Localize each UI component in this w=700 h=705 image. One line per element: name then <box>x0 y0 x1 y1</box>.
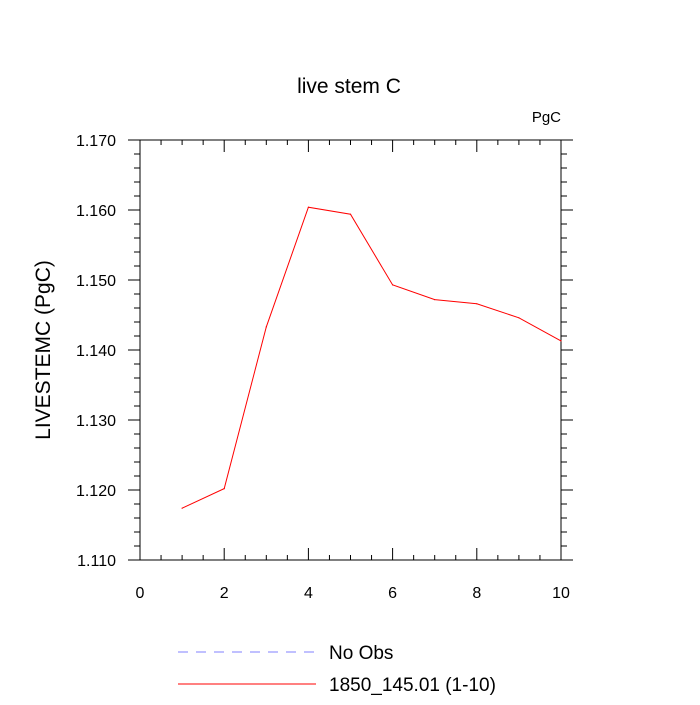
data-point <box>349 213 352 215</box>
y-tick-label: 1.130 <box>76 413 116 430</box>
data-point <box>181 507 183 509</box>
x-tick-label: 4 <box>304 585 313 602</box>
x-tick-label: 10 <box>552 585 570 602</box>
series-line <box>181 206 562 509</box>
data-point <box>476 303 478 305</box>
y-axis-label: LIVESTEMC (PgC) <box>32 260 55 440</box>
x-tick-label: 6 <box>388 585 397 602</box>
data-point <box>434 299 436 301</box>
legend-label: 1850_145.01 (1-10) <box>329 675 496 696</box>
y-tick-label: 1.120 <box>76 483 116 500</box>
data-point <box>307 206 309 208</box>
y-tick-label: 1.170 <box>76 133 116 150</box>
legend-label: No Obs <box>329 643 393 664</box>
chart-title: live stem C <box>297 75 401 98</box>
plot-frame <box>139 139 562 561</box>
y-tick-label: 1.160 <box>76 203 116 220</box>
data-point <box>518 317 520 319</box>
y-tick-label: 1.140 <box>76 343 116 360</box>
data-point <box>392 284 394 286</box>
data-point <box>560 340 562 342</box>
x-tick-label: 0 <box>136 585 145 602</box>
plot-series <box>181 206 562 509</box>
y-tick-label: 1.110 <box>77 553 116 570</box>
x-tick-label: 8 <box>472 585 481 602</box>
legend: No Obs 1850_145.01 (1-10) <box>178 643 496 696</box>
y-tick-label: 1.150 <box>76 273 116 290</box>
axes: 0 2 4 6 8 10 1.110 1.120 1.130 1.140 1.150 1.160 1.1… <box>76 133 573 602</box>
chart-units-label: PgC <box>532 109 561 126</box>
data-point <box>265 326 267 328</box>
data-point <box>223 488 225 490</box>
x-tick-label: 2 <box>220 585 229 602</box>
